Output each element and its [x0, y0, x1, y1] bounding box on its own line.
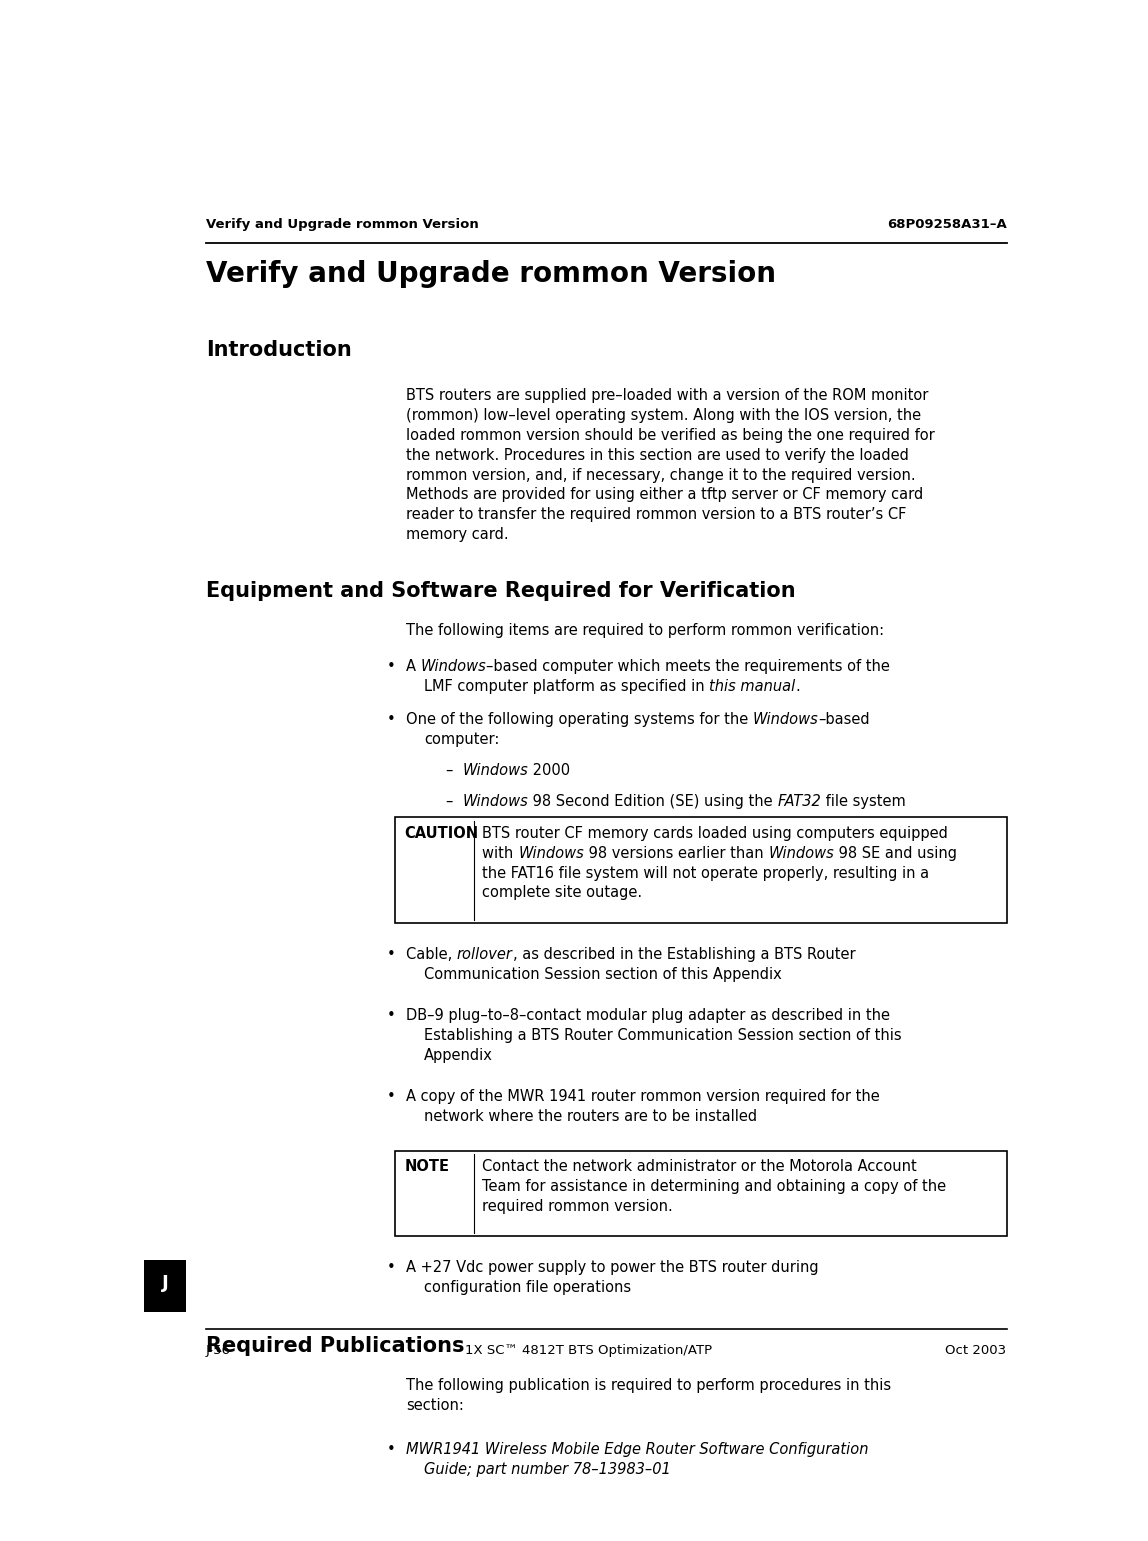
Text: Windows: Windows: [463, 763, 528, 778]
Text: Windows: Windows: [420, 660, 487, 673]
Text: •: •: [387, 1442, 395, 1456]
Text: reader to transfer the required rommon version to a BTS router’s CF: reader to transfer the required rommon v…: [406, 507, 906, 522]
Text: , as described in the Establishing a BTS Router: , as described in the Establishing a BTS…: [513, 946, 855, 962]
Text: loaded rommon version should be verified as being the one required for: loaded rommon version should be verified…: [406, 428, 934, 442]
Text: Cable,: Cable,: [406, 946, 457, 962]
Text: •: •: [387, 712, 395, 727]
Text: •: •: [387, 946, 395, 962]
Text: DB–9 plug–to–8–contact modular plug adapter as described in the: DB–9 plug–to–8–contact modular plug adap…: [406, 1008, 890, 1023]
Text: J: J: [162, 1274, 169, 1293]
Text: One of the following operating systems for the: One of the following operating systems f…: [406, 712, 753, 727]
Text: The following publication is required to perform procedures in this: The following publication is required to…: [406, 1378, 891, 1393]
Text: MWR1941 Wireless Mobile Edge Router Software Configuration: MWR1941 Wireless Mobile Edge Router Soft…: [406, 1442, 868, 1456]
Text: CAUTION: CAUTION: [404, 826, 479, 841]
Text: A +27 Vdc power supply to power the BTS router during: A +27 Vdc power supply to power the BTS …: [406, 1261, 819, 1276]
Text: .: .: [796, 678, 800, 693]
Text: –based: –based: [819, 712, 870, 727]
Text: –based computer which meets the requirements of the: –based computer which meets the requirem…: [487, 660, 890, 673]
Text: computer:: computer:: [424, 732, 499, 747]
Bar: [395, 1151, 1007, 1236]
Text: with: with: [482, 846, 519, 860]
Text: Introduction: Introduction: [205, 341, 351, 361]
Text: the network. Procedures in this section are used to verify the loaded: the network. Procedures in this section …: [406, 447, 909, 462]
Text: Verify and Upgrade rommon Version: Verify and Upgrade rommon Version: [205, 260, 776, 288]
Text: A copy of the MWR 1941 router rommon version required for the: A copy of the MWR 1941 router rommon ver…: [406, 1089, 879, 1105]
Bar: [144, 1261, 186, 1313]
Text: required rommon version.: required rommon version.: [482, 1199, 673, 1214]
Text: J-56: J-56: [205, 1344, 231, 1358]
Text: (rommon) low–level operating system. Along with the IOS version, the: (rommon) low–level operating system. Alo…: [406, 408, 921, 422]
Text: 98 versions earlier than: 98 versions earlier than: [584, 846, 768, 860]
Text: memory card.: memory card.: [406, 527, 509, 542]
Text: rollover: rollover: [457, 946, 513, 962]
Text: complete site outage.: complete site outage.: [482, 886, 643, 900]
Text: 1X SC™ 4812T BTS Optimization/ATP: 1X SC™ 4812T BTS Optimization/ATP: [465, 1344, 712, 1358]
Text: Verify and Upgrade rommon Version: Verify and Upgrade rommon Version: [205, 219, 479, 231]
Text: file system: file system: [821, 794, 906, 809]
Text: BTS routers are supplied pre–loaded with a version of the ROM monitor: BTS routers are supplied pre–loaded with…: [406, 388, 929, 402]
Text: NOTE: NOTE: [404, 1159, 449, 1174]
Text: A: A: [406, 660, 420, 673]
Text: 98 Second Edition (SE) using the: 98 Second Edition (SE) using the: [528, 794, 777, 809]
Text: this manual: this manual: [709, 678, 796, 693]
Text: Appendix: Appendix: [424, 1048, 492, 1063]
Text: •: •: [387, 1089, 395, 1105]
Text: Oct 2003: Oct 2003: [946, 1344, 1007, 1358]
Text: Windows: Windows: [519, 846, 584, 860]
Text: 68P09258A31–A: 68P09258A31–A: [886, 219, 1007, 231]
Text: Equipment and Software Required for Verification: Equipment and Software Required for Veri…: [205, 581, 796, 601]
Bar: [395, 817, 1007, 923]
Text: 2000: 2000: [528, 763, 571, 778]
Text: rommon version, and, if necessary, change it to the required version.: rommon version, and, if necessary, chang…: [406, 467, 916, 482]
Text: Communication Session section of this Appendix: Communication Session section of this Ap…: [424, 966, 782, 982]
Text: FAT32: FAT32: [777, 794, 821, 809]
Text: Windows: Windows: [768, 846, 835, 860]
Text: configuration file operations: configuration file operations: [424, 1281, 631, 1294]
Text: LMF computer platform as specified in: LMF computer platform as specified in: [424, 678, 709, 693]
Text: Windows: Windows: [463, 794, 528, 809]
Text: section:: section:: [406, 1398, 464, 1413]
Text: network where the routers are to be installed: network where the routers are to be inst…: [424, 1110, 757, 1125]
Text: Windows: Windows: [753, 712, 819, 727]
Text: Required Publications: Required Publications: [205, 1336, 464, 1356]
Text: 98 SE and using: 98 SE and using: [835, 846, 957, 860]
Text: –: –: [445, 763, 463, 778]
Text: •: •: [387, 1261, 395, 1276]
Text: –: –: [445, 794, 463, 809]
Text: •: •: [387, 1008, 395, 1023]
Text: BTS router CF memory cards loaded using computers equipped: BTS router CF memory cards loaded using …: [482, 826, 948, 841]
Text: Team for assistance in determining and obtaining a copy of the: Team for assistance in determining and o…: [482, 1179, 947, 1194]
Text: the FAT16 file system will not operate properly, resulting in a: the FAT16 file system will not operate p…: [482, 866, 930, 880]
Text: •: •: [387, 660, 395, 673]
Text: Contact the network administrator or the Motorola Account: Contact the network administrator or the…: [482, 1159, 917, 1174]
Text: Establishing a BTS Router Communication Session section of this: Establishing a BTS Router Communication …: [424, 1028, 901, 1043]
Text: The following items are required to perform rommon verification:: The following items are required to perf…: [406, 623, 884, 638]
Text: Methods are provided for using either a tftp server or CF memory card: Methods are provided for using either a …: [406, 487, 923, 502]
Text: Guide; part number 78–13983–01: Guide; part number 78–13983–01: [424, 1462, 670, 1476]
